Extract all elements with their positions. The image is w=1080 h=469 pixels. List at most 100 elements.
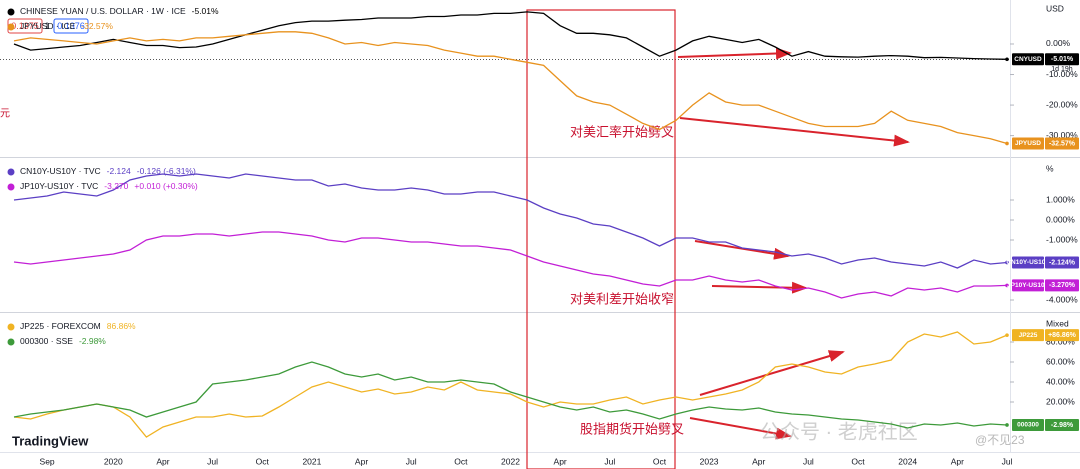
last-point [1005,260,1009,265]
series-tag-name: JP10Y-US10Y [1007,282,1050,289]
axis-unit: USD [1046,3,1064,13]
axis-unit: Mixed [1046,318,1069,328]
last-point [1005,333,1009,337]
value-tag-label: -5.01% [1051,56,1074,63]
annotation: 对美汇率开始劈叉 [570,125,674,141]
legend-icon [7,323,15,331]
legend-value: -5.01% [192,6,219,16]
legend-name: CN10Y-US10Y · TVC [20,166,101,176]
series-line [13,31,1008,145]
x-tick-label: 2021 [302,456,321,466]
x-tick-label: Apr [752,456,765,466]
legend-icon [7,23,15,31]
last-point [1005,57,1009,62]
arrow [689,417,792,440]
series-tag-name: 000300 [1017,422,1039,429]
y-tick-label: 40.00% [1046,376,1075,386]
x-tick-label: Jul [604,456,615,466]
legend-icon [7,183,15,191]
series-tag [1012,137,1044,150]
watermark: 公众号 · 老虎社区 [760,420,918,443]
value-tag [1045,53,1079,66]
x-tick-label: Jul [803,456,814,466]
series-line [13,331,1008,438]
x-tick-label: Oct [653,456,667,466]
y-tick-label: 20.00% [1046,396,1075,406]
value-tag [1045,329,1079,342]
highlight-box [526,9,676,469]
x-tick-label: Sep [40,456,55,466]
annotation: 对美利差开始收窄 [570,292,674,308]
legend-name: CHINESE YUAN / U.S. DOLLAR · 1W · ICE [20,6,186,16]
series-tag-name: JPYUSD [1015,140,1041,147]
legend-value: +0.010 (+0.30%) [134,181,197,191]
countdown: 1d 19h [1051,66,1073,73]
x-tick-label: 2020 [104,456,123,466]
arrow [677,47,792,60]
series-tag [1012,418,1044,431]
legend-icon [7,168,15,176]
edge-text: 元 [0,109,10,120]
y-tick-label: -20.00% [1046,99,1078,109]
arrow [699,350,845,396]
y-tick-label: -30.00% [1046,130,1078,140]
y-tick-label: -4.000% [1046,294,1078,304]
watermark-handle: @不见23 [975,433,1025,447]
x-tick-label: Oct [851,456,865,466]
legend-entry: 000300 · SSE -2.98% [20,336,106,346]
y-tick-label: 0.00% [1046,38,1071,48]
legend-icon [7,338,15,346]
x-tick-label: Jul [1002,456,1013,466]
last-point [1005,423,1009,427]
value-tag-label: -32.57% [1049,140,1076,147]
ask-box[interactable] [53,18,89,34]
series-tag [1012,279,1044,292]
legend-value: -2.124 [107,166,131,176]
series-tag-name: CN10Y-US10Y [1006,259,1050,266]
legend-name: JPYUSD · ICE [20,21,76,31]
series-tag-name: CNYUSD [1014,56,1042,63]
series-tag [1012,53,1044,66]
series-line [13,173,1008,269]
series-line [13,361,1008,429]
y-tick-label: 60.00% [1046,356,1075,366]
annotation: 股指期货开始劈叉 [580,422,684,438]
legend-entry: JPYUSD · ICE -32.57% [20,21,113,31]
series-tag [1012,329,1044,342]
legend-value: -0.126 (-6.31%) [137,166,196,176]
value-tag-label: -2.98% [1051,422,1074,429]
y-tick-label: 0.000% [1046,214,1075,224]
x-tick-label: Jul [406,456,417,466]
series-tag [1012,256,1044,269]
x-tick-label: Oct [256,456,270,466]
y-tick-label: 80.00% [1046,336,1075,346]
y-tick-label: -10.00% [1046,69,1078,79]
x-tick-label: 2022 [501,456,520,466]
legend-entry: JP10Y-US10Y · TVC -3.270 +0.010 (+0.30%) [20,181,198,191]
spread: 1 [44,21,49,31]
value-tag [1045,256,1079,269]
legend-value: 86.86% [107,321,136,331]
legend-name: 000300 · SSE [20,336,73,346]
series-tag-name: JP225 [1019,332,1038,339]
value-tag-label: -2.124% [1049,259,1076,266]
x-tick-label: Oct [454,456,468,466]
x-tick-label: 2024 [898,456,917,466]
axis-unit: % [1046,163,1054,173]
value-tag [1045,418,1079,431]
series-line [13,231,1008,299]
arrow [694,240,790,260]
legend-entry: CN10Y-US10Y · TVC -2.124 -0.126 (-6.31%) [20,166,196,176]
y-tick-label: -1.000% [1046,234,1078,244]
value-tag [1045,137,1079,150]
x-tick-label: Jul [207,456,218,466]
legend-value: -3.270 [104,181,128,191]
x-tick-label: Apr [156,456,169,466]
bid: 0.1375 [11,21,39,31]
series-line [13,11,1008,60]
value-tag-label: -3.270% [1049,282,1076,289]
legend-entry: CHINESE YUAN / U.S. DOLLAR · 1W · ICE -5.… [20,6,219,16]
brand: TradingView [12,433,89,448]
y-tick-label: 1.000% [1046,194,1075,204]
